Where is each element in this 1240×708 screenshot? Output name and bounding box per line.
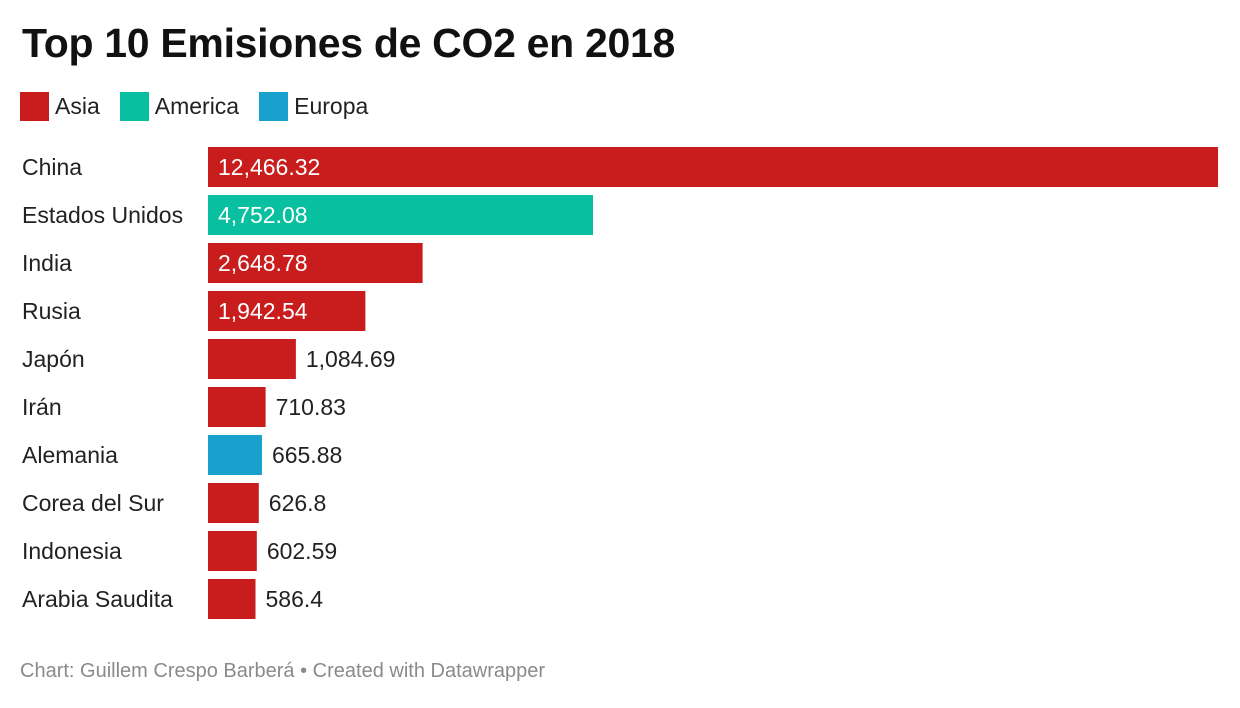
value-label-india: 2,648.78	[218, 250, 308, 276]
value-label-estados-unidos: 4,752.08	[218, 202, 308, 228]
bar-estados-unidos	[208, 195, 594, 235]
legend-swatch-america	[119, 92, 149, 121]
category-label-rusia: Rusia	[22, 298, 81, 324]
chart-title: Top 10 Emisiones de CO2 en 2018	[22, 20, 676, 66]
bar-alemania	[208, 435, 262, 475]
value-label-indonesia: 602.59	[267, 538, 337, 564]
legend-label-asia: Asia	[55, 93, 100, 119]
bar-japon	[208, 339, 296, 379]
bar-arabia-saudita	[208, 579, 256, 619]
chart-footer: Chart: Guillem Crespo Barberá • Created …	[20, 660, 545, 682]
category-label-estados-unidos: Estados Unidos	[22, 202, 183, 228]
category-label-iran: Irán	[22, 394, 62, 420]
legend-item-europa: Europa	[259, 92, 368, 121]
bar-china	[208, 147, 1218, 187]
value-label-rusia: 1,942.54	[218, 298, 308, 324]
bar-chart: China 12,466.32 Estados Unidos 4,752.08 Indi…	[22, 147, 1218, 619]
legend-label-america: America	[154, 93, 240, 119]
value-label-arabia-saudita: 586.4	[266, 586, 324, 612]
category-label-indonesia: Indonesia	[22, 538, 122, 564]
legend-item-asia: Asia	[20, 92, 100, 121]
legend-label-europa: Europa	[294, 93, 369, 119]
bar-corea-del-sur	[208, 483, 259, 523]
legend: Asia America Europa	[20, 92, 388, 121]
bar-indonesia	[208, 531, 257, 571]
legend-swatch-asia	[20, 92, 49, 121]
value-label-alemania: 665.88	[272, 442, 342, 468]
value-label-corea-del-sur: 626.8	[269, 490, 327, 516]
category-label-alemania: Alemania	[22, 442, 118, 468]
legend-item-america: America	[119, 92, 240, 121]
value-label-japon: 1,084.69	[306, 346, 396, 372]
bar-iran	[208, 387, 266, 427]
bar-rusia	[208, 291, 366, 331]
category-label-india: India	[22, 250, 72, 276]
category-label-japon: Japón	[22, 346, 85, 372]
legend-swatch-europa	[259, 92, 289, 121]
value-label-iran: 710.83	[276, 394, 346, 420]
category-label-arabia-saudita: Arabia Saudita	[22, 586, 173, 612]
category-label-china: China	[22, 154, 82, 180]
category-label-corea-del-sur: Corea del Sur	[22, 490, 164, 516]
value-label-china: 12,466.32	[218, 154, 320, 180]
bar-india	[208, 243, 423, 283]
